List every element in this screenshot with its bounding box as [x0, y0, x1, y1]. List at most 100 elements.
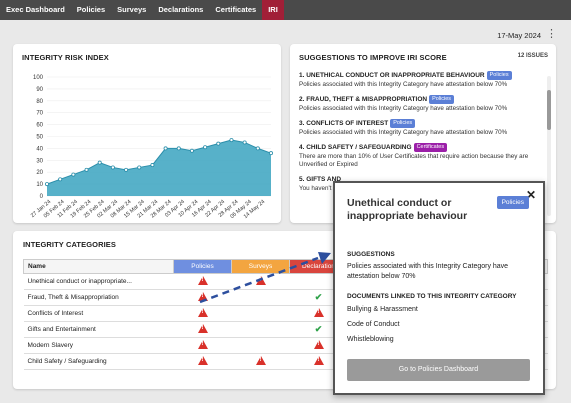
suggestion-badge[interactable]: Certificates: [413, 143, 448, 152]
suggestion-badge[interactable]: Policies: [486, 71, 512, 80]
categories-title: INTEGRITY CATEGORIES: [23, 240, 116, 249]
popup-doc-2[interactable]: Whistleblowing: [347, 336, 394, 343]
data-point[interactable]: [58, 177, 63, 182]
warning-icon[interactable]: [313, 340, 324, 349]
y-tick-label: 60: [36, 123, 43, 129]
warning-icon[interactable]: [197, 292, 208, 301]
status-cell[interactable]: [173, 353, 232, 370]
status-cell[interactable]: [231, 305, 290, 322]
warning-icon[interactable]: [313, 356, 324, 365]
y-tick-label: 0: [40, 194, 44, 200]
y-tick-label: 10: [36, 182, 43, 188]
y-tick-label: 40: [36, 146, 43, 152]
suggestion-item[interactable]: 4. CHILD SAFETY / SAFEGUARDING Certificat…: [299, 143, 539, 169]
category-name: Gifts and Entertainment: [23, 321, 174, 338]
nav-tab-declarations[interactable]: Declarations: [158, 5, 204, 14]
scrollbar-thumb[interactable]: [547, 90, 551, 130]
status-cell[interactable]: [173, 305, 232, 322]
y-tick-label: 90: [36, 87, 43, 93]
status-cell[interactable]: [231, 289, 290, 306]
nav-tab-surveys[interactable]: Surveys: [117, 5, 147, 14]
warning-icon[interactable]: [197, 308, 208, 317]
data-point[interactable]: [216, 141, 221, 146]
suggestion-heading-text: 3. CONFLICTS OF INTEREST: [299, 120, 389, 127]
warning-icon[interactable]: [197, 340, 208, 349]
suggestion-text: You haven't: [299, 185, 332, 192]
suggestion-item[interactable]: 3. CONFLICTS OF INTEREST Policies Policies…: [299, 119, 539, 137]
status-cell[interactable]: [173, 273, 232, 290]
warning-icon[interactable]: [313, 308, 324, 317]
data-point[interactable]: [229, 138, 234, 143]
y-tick-label: 80: [36, 99, 43, 105]
y-tick-label: 70: [36, 111, 43, 117]
data-point[interactable]: [110, 165, 115, 170]
status-cell[interactable]: [173, 289, 232, 306]
data-point[interactable]: [124, 167, 129, 172]
data-point[interactable]: [242, 140, 247, 145]
data-point[interactable]: [150, 163, 155, 168]
data-point[interactable]: [45, 182, 50, 187]
data-point[interactable]: [255, 146, 260, 151]
go-to-policies-dashboard-button[interactable]: Go to Policies Dashboard: [347, 359, 530, 381]
close-icon[interactable]: ✕: [525, 188, 536, 202]
more-options-icon[interactable]: ⋮: [546, 28, 557, 40]
category-name: Child Safety / Safeguarding: [23, 353, 174, 370]
suggestion-heading-text: 4. CHILD SAFETY / SAFEGUARDING: [299, 144, 412, 151]
suggestion-heading-text: 2. FRAUD, THEFT & MISAPPROPRIATION: [299, 96, 428, 103]
popup-doc-1[interactable]: Code of Conduct: [347, 321, 400, 328]
check-icon: ✔: [314, 324, 323, 334]
popup-documents-label: DOCUMENTS LINKED TO THIS INTEGRITY CATEG…: [347, 293, 517, 300]
status-cell[interactable]: [173, 337, 232, 354]
suggestion-heading-text: 1. UNETHICAL CONDUCT OR INAPPROPRIATE BE…: [299, 72, 485, 79]
column-header-surveys[interactable]: Surveys: [231, 259, 290, 274]
iri-line: [46, 139, 272, 185]
suggestion-text: There are more than 10% of User Certific…: [299, 153, 529, 168]
status-cell[interactable]: [173, 321, 232, 338]
status-cell[interactable]: [231, 273, 290, 290]
popup-doc-0[interactable]: Bullying & Harassment: [347, 306, 418, 313]
status-cell[interactable]: [231, 337, 290, 354]
column-header-name[interactable]: Name: [23, 259, 174, 274]
check-icon: ✔: [314, 292, 323, 302]
nav-tab-iri[interactable]: IRI: [262, 0, 284, 20]
suggestion-heading: 3. CONFLICTS OF INTEREST Policies: [299, 119, 539, 129]
popup-title: Unethical conduct or inappropriate behav…: [347, 197, 468, 222]
data-point[interactable]: [176, 146, 181, 151]
data-point[interactable]: [268, 151, 273, 156]
status-cell[interactable]: [231, 321, 290, 338]
data-point[interactable]: [203, 145, 208, 150]
nav-tab-exec-dashboard[interactable]: Exec Dashboard: [6, 5, 65, 14]
column-header-policies[interactable]: Policies: [173, 259, 232, 274]
warning-icon[interactable]: [197, 356, 208, 365]
suggestion-item[interactable]: 2. FRAUD, THEFT & MISAPPROPRIATION Polici…: [299, 95, 539, 113]
suggestion-badge[interactable]: Policies: [390, 119, 416, 128]
data-point[interactable]: [71, 172, 76, 177]
data-point[interactable]: [97, 160, 102, 165]
warning-icon[interactable]: [255, 276, 266, 285]
iri-area: [47, 140, 271, 196]
popup-suggestions-label: SUGGESTIONS: [347, 251, 395, 258]
data-point[interactable]: [84, 167, 89, 172]
data-point[interactable]: [189, 148, 194, 153]
suggestion-item[interactable]: 1. UNETHICAL CONDUCT OR INAPPROPRIATE BE…: [299, 71, 539, 89]
warning-icon[interactable]: [197, 324, 208, 333]
suggestions-scrollbar[interactable]: [547, 76, 551, 216]
nav-tab-certificates[interactable]: Certificates: [215, 5, 257, 14]
data-point[interactable]: [137, 165, 142, 170]
y-tick-label: 30: [36, 158, 43, 164]
y-tick-label: 20: [36, 170, 43, 176]
data-point[interactable]: [163, 146, 168, 151]
integrity-risk-index-card: INTEGRITY RISK INDEX 0 10 20 30 40 50 60 70 80 90…: [13, 44, 281, 223]
warning-icon[interactable]: [197, 276, 208, 285]
suggestion-heading: 1. UNETHICAL CONDUCT OR INAPPROPRIATE BE…: [299, 71, 539, 81]
suggestion-badge[interactable]: Policies: [429, 95, 455, 104]
suggestions-list: 1. UNETHICAL CONDUCT OR INAPPROPRIATE BE…: [299, 71, 539, 199]
suggestion-item[interactable]: 5. GIFTS AND You haven't: [299, 175, 539, 193]
category-name: Fraud, Theft & Misappropriation: [23, 289, 174, 306]
category-name: Unethical conduct or inappropriate...: [23, 273, 174, 290]
popup-policies-badge[interactable]: Policies: [496, 196, 529, 209]
status-cell[interactable]: [231, 353, 290, 370]
warning-icon[interactable]: [255, 356, 266, 365]
nav-tab-policies[interactable]: Policies: [76, 5, 106, 14]
suggestion-heading: 5. GIFTS AND: [299, 175, 539, 185]
